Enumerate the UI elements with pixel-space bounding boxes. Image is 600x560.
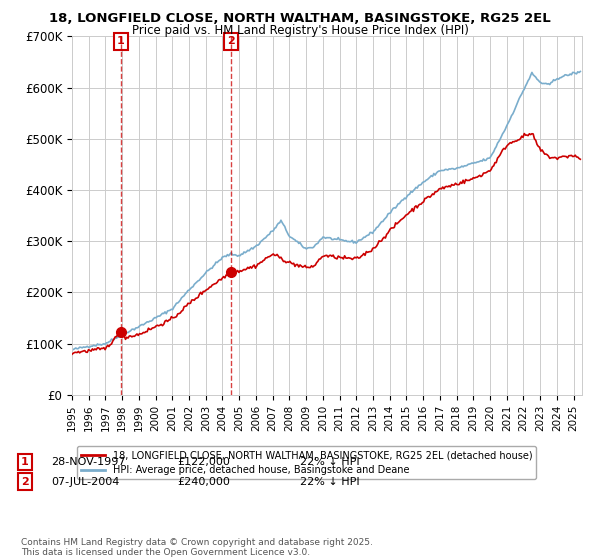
Text: £122,000: £122,000: [177, 457, 230, 467]
Text: 28-NOV-1997: 28-NOV-1997: [51, 457, 125, 467]
Text: 1: 1: [21, 457, 29, 467]
Text: 1: 1: [117, 36, 125, 46]
Text: 07-JUL-2004: 07-JUL-2004: [51, 477, 119, 487]
Text: 18, LONGFIELD CLOSE, NORTH WALTHAM, BASINGSTOKE, RG25 2EL: 18, LONGFIELD CLOSE, NORTH WALTHAM, BASI…: [49, 12, 551, 25]
Text: Contains HM Land Registry data © Crown copyright and database right 2025.
This d: Contains HM Land Registry data © Crown c…: [21, 538, 373, 557]
Text: £240,000: £240,000: [177, 477, 230, 487]
Text: 22% ↓ HPI: 22% ↓ HPI: [300, 477, 359, 487]
Text: 2: 2: [227, 36, 235, 46]
Text: 2: 2: [21, 477, 29, 487]
Legend: 18, LONGFIELD CLOSE, NORTH WALTHAM, BASINGSTOKE, RG25 2EL (detached house), HPI:: 18, LONGFIELD CLOSE, NORTH WALTHAM, BASI…: [77, 446, 536, 479]
Text: 22% ↓ HPI: 22% ↓ HPI: [300, 457, 359, 467]
Text: Price paid vs. HM Land Registry's House Price Index (HPI): Price paid vs. HM Land Registry's House …: [131, 24, 469, 37]
